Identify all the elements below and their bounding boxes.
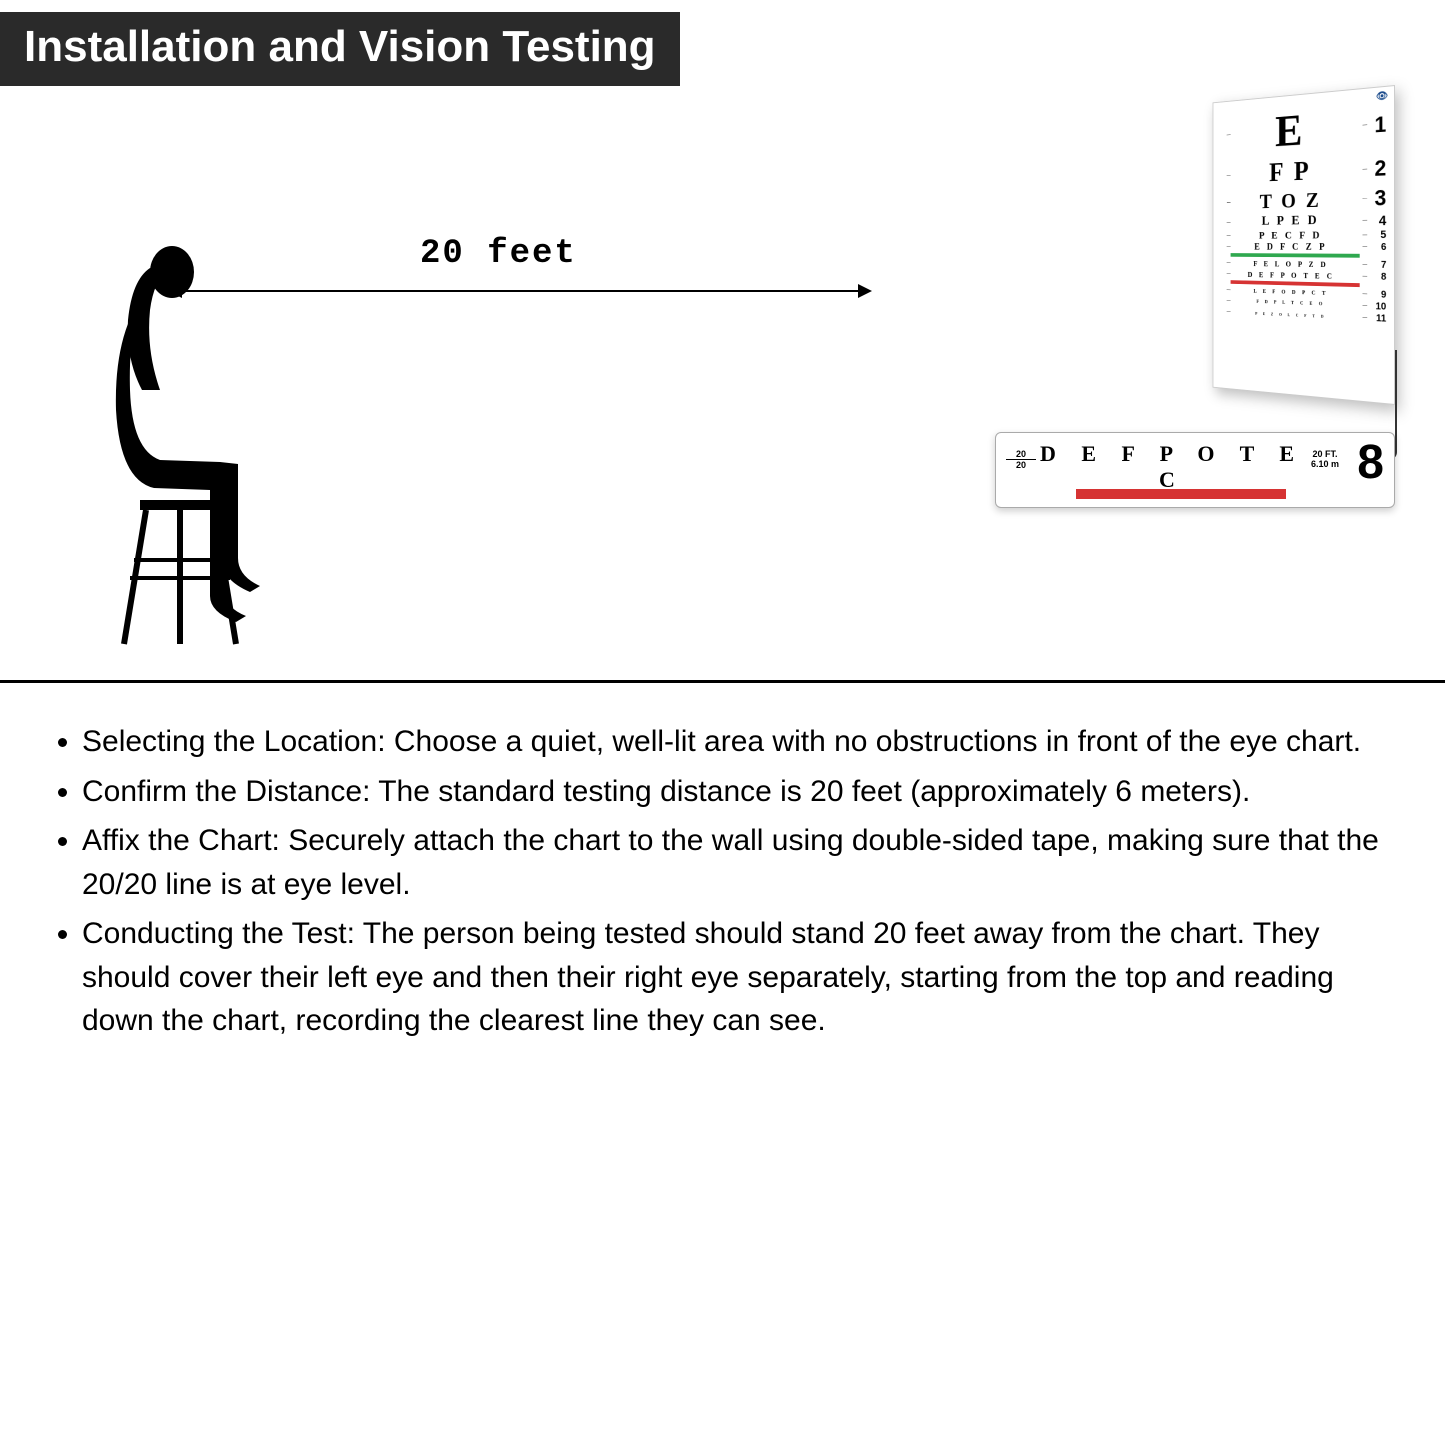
- instruction-item: Confirm the Distance: The standard testi…: [82, 770, 1400, 814]
- chart-letters: P E C F D: [1231, 229, 1354, 241]
- chart-row-number: 2: [1367, 155, 1386, 182]
- chart-row-number: 8: [1367, 272, 1386, 283]
- detail-meta: 20 FT. 6.10 m: [1308, 449, 1342, 469]
- diagram-area: 20 feet 👁 —E—1—F P—2—T O Z—3—L P E D—4—P…: [0, 60, 1445, 670]
- section-divider: [0, 680, 1445, 683]
- chart-letters: L E F O D P C T: [1231, 288, 1354, 297]
- chart-row-number: 5: [1367, 229, 1386, 241]
- instruction-item: Selecting the Location: Choose a quiet, …: [82, 720, 1400, 764]
- meta-top: 20 FT.: [1308, 449, 1342, 459]
- fraction-top: 20: [1006, 449, 1036, 460]
- meta-bottom: 6.10 m: [1308, 459, 1342, 469]
- chart-letters: P E Z O L C F T D: [1231, 310, 1354, 320]
- chart-row-number: 1: [1367, 111, 1386, 138]
- chart-letters: F P: [1231, 154, 1354, 190]
- detail-red-bar: [1076, 489, 1286, 499]
- chart-letters: T O Z: [1231, 186, 1354, 214]
- distance-label: 20 feet: [420, 235, 577, 273]
- chart-letters: E D F C Z P: [1231, 242, 1354, 253]
- chart-letters: E: [1231, 100, 1354, 161]
- instruction-item: Affix the Chart: Securely attach the cha…: [82, 819, 1400, 906]
- fraction-bottom: 20: [1006, 460, 1036, 470]
- chart-row-number: 11: [1367, 313, 1386, 325]
- instructions-list: Selecting the Location: Choose a quiet, …: [40, 720, 1400, 1049]
- chart-row-number: 7: [1367, 260, 1386, 271]
- detail-fraction: 20 20: [1006, 449, 1036, 470]
- chart-row: —P E C F D—5: [1220, 229, 1387, 241]
- chart-row: —T O Z—3: [1220, 185, 1387, 214]
- detail-row-callout: 20 20 D E F P O T E C 20 FT. 6.10 m 8: [995, 432, 1395, 508]
- instruction-item: Conducting the Test: The person being te…: [82, 912, 1400, 1043]
- chart-row-number: 3: [1367, 185, 1386, 211]
- detail-row-number: 8: [1342, 441, 1384, 485]
- chart-row: —E—1: [1220, 97, 1387, 161]
- chart-row: —E D F C Z P—6: [1220, 242, 1387, 253]
- chart-logo-icon: 👁: [1376, 91, 1388, 103]
- chart-row: —L P E D—4: [1220, 212, 1387, 230]
- chart-row-number: 10: [1367, 301, 1386, 313]
- seated-person-icon: [50, 240, 290, 660]
- chart-green-bar: [1231, 253, 1360, 258]
- chart-row-number: 4: [1367, 212, 1386, 228]
- chart-row-number: 9: [1367, 289, 1386, 300]
- chart-letters: D E F P O T E C: [1231, 270, 1354, 281]
- chart-letters: F E L O P Z D: [1231, 259, 1354, 269]
- detail-letters: D E F P O T E C: [1036, 441, 1308, 493]
- chart-row-number: 6: [1367, 242, 1386, 253]
- chart-letters: L P E D: [1231, 213, 1354, 230]
